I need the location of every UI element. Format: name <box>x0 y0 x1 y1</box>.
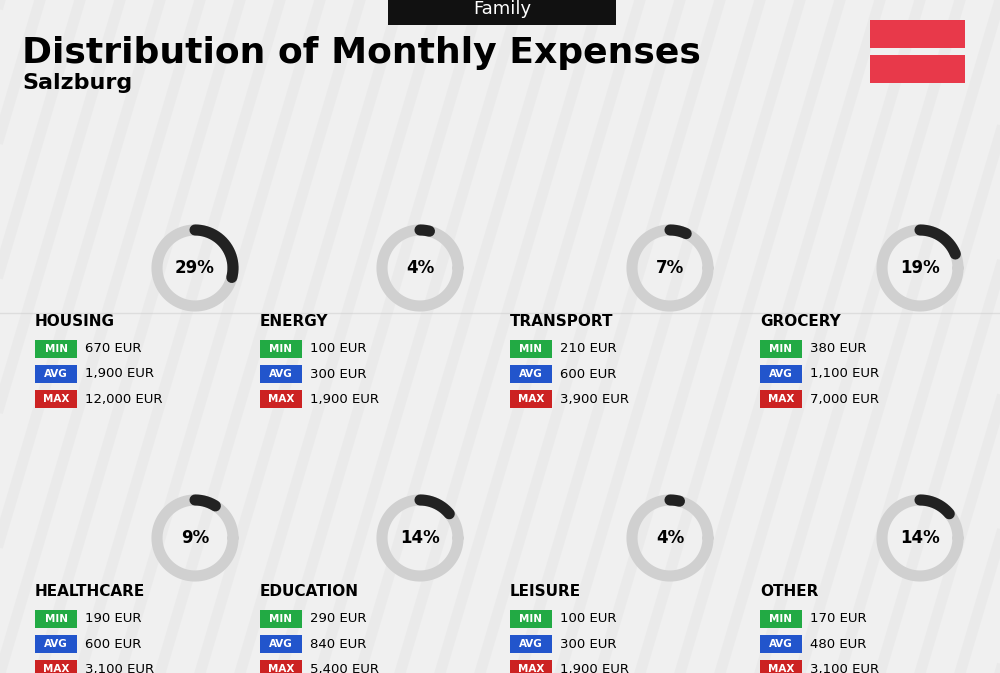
Text: MIN: MIN <box>270 344 292 354</box>
Text: 100 EUR: 100 EUR <box>560 612 616 625</box>
FancyBboxPatch shape <box>760 340 802 358</box>
Text: 7,000 EUR: 7,000 EUR <box>810 392 879 406</box>
FancyBboxPatch shape <box>260 390 302 408</box>
Text: 600 EUR: 600 EUR <box>560 367 616 380</box>
Text: AVG: AVG <box>519 369 543 379</box>
FancyBboxPatch shape <box>510 390 552 408</box>
Text: 100 EUR: 100 EUR <box>310 343 366 355</box>
Text: 300 EUR: 300 EUR <box>560 637 616 651</box>
Text: 210 EUR: 210 EUR <box>560 343 617 355</box>
Text: 1,900 EUR: 1,900 EUR <box>310 392 379 406</box>
Text: 190 EUR: 190 EUR <box>85 612 142 625</box>
FancyBboxPatch shape <box>260 365 302 383</box>
FancyBboxPatch shape <box>260 635 302 653</box>
Text: Distribution of Monthly Expenses: Distribution of Monthly Expenses <box>22 36 701 70</box>
FancyBboxPatch shape <box>510 635 552 653</box>
Text: LEISURE: LEISURE <box>510 583 581 598</box>
Text: 480 EUR: 480 EUR <box>810 637 866 651</box>
Text: 170 EUR: 170 EUR <box>810 612 867 625</box>
Text: 1,900 EUR: 1,900 EUR <box>85 367 154 380</box>
FancyBboxPatch shape <box>35 660 77 673</box>
Text: MIN: MIN <box>770 344 792 354</box>
Text: HOUSING: HOUSING <box>35 314 115 328</box>
FancyBboxPatch shape <box>760 610 802 628</box>
Text: 3,100 EUR: 3,100 EUR <box>85 662 154 673</box>
Text: OTHER: OTHER <box>760 583 818 598</box>
Text: GROCERY: GROCERY <box>760 314 841 328</box>
Text: 300 EUR: 300 EUR <box>310 367 366 380</box>
Text: AVG: AVG <box>269 369 293 379</box>
FancyBboxPatch shape <box>760 365 802 383</box>
Text: MIN: MIN <box>270 614 292 624</box>
Text: MIN: MIN <box>770 614 792 624</box>
Text: AVG: AVG <box>519 639 543 649</box>
Text: AVG: AVG <box>44 639 68 649</box>
Text: 290 EUR: 290 EUR <box>310 612 366 625</box>
FancyBboxPatch shape <box>260 660 302 673</box>
Text: AVG: AVG <box>44 369 68 379</box>
FancyBboxPatch shape <box>510 610 552 628</box>
Text: 670 EUR: 670 EUR <box>85 343 142 355</box>
FancyBboxPatch shape <box>510 365 552 383</box>
Text: 840 EUR: 840 EUR <box>310 637 366 651</box>
Text: 4%: 4% <box>406 259 434 277</box>
Text: 19%: 19% <box>900 259 940 277</box>
FancyBboxPatch shape <box>260 340 302 358</box>
FancyBboxPatch shape <box>388 0 616 25</box>
Text: 380 EUR: 380 EUR <box>810 343 866 355</box>
Text: 1,100 EUR: 1,100 EUR <box>810 367 879 380</box>
FancyBboxPatch shape <box>35 610 77 628</box>
FancyBboxPatch shape <box>510 660 552 673</box>
Text: MAX: MAX <box>268 664 294 673</box>
Text: MAX: MAX <box>768 664 794 673</box>
Text: MAX: MAX <box>768 394 794 404</box>
Text: EDUCATION: EDUCATION <box>260 583 359 598</box>
FancyBboxPatch shape <box>760 390 802 408</box>
FancyBboxPatch shape <box>870 55 965 83</box>
Text: MAX: MAX <box>518 394 544 404</box>
Text: MIN: MIN <box>520 614 542 624</box>
Text: 600 EUR: 600 EUR <box>85 637 141 651</box>
Text: 9%: 9% <box>181 529 209 547</box>
Text: 14%: 14% <box>400 529 440 547</box>
Text: 29%: 29% <box>175 259 215 277</box>
Text: 14%: 14% <box>900 529 940 547</box>
Text: MAX: MAX <box>268 394 294 404</box>
Text: 7%: 7% <box>656 259 684 277</box>
Text: TRANSPORT: TRANSPORT <box>510 314 614 328</box>
FancyBboxPatch shape <box>510 340 552 358</box>
Text: MIN: MIN <box>520 344 542 354</box>
Text: 1,900 EUR: 1,900 EUR <box>560 662 629 673</box>
FancyBboxPatch shape <box>760 660 802 673</box>
Text: 3,100 EUR: 3,100 EUR <box>810 662 879 673</box>
Text: Family: Family <box>473 0 531 18</box>
Text: MIN: MIN <box>44 344 68 354</box>
Text: 3,900 EUR: 3,900 EUR <box>560 392 629 406</box>
Text: AVG: AVG <box>269 639 293 649</box>
Text: MAX: MAX <box>43 394 69 404</box>
Text: 4%: 4% <box>656 529 684 547</box>
Text: 5,400 EUR: 5,400 EUR <box>310 662 379 673</box>
Text: 12,000 EUR: 12,000 EUR <box>85 392 162 406</box>
FancyBboxPatch shape <box>35 365 77 383</box>
FancyBboxPatch shape <box>870 20 965 48</box>
FancyBboxPatch shape <box>760 635 802 653</box>
Text: MAX: MAX <box>518 664 544 673</box>
Text: HEALTHCARE: HEALTHCARE <box>35 583 145 598</box>
FancyBboxPatch shape <box>260 610 302 628</box>
Text: MAX: MAX <box>43 664 69 673</box>
Text: AVG: AVG <box>769 369 793 379</box>
FancyBboxPatch shape <box>35 635 77 653</box>
Text: MIN: MIN <box>44 614 68 624</box>
FancyBboxPatch shape <box>35 390 77 408</box>
Text: Salzburg: Salzburg <box>22 73 132 93</box>
Text: AVG: AVG <box>769 639 793 649</box>
Text: ENERGY: ENERGY <box>260 314 328 328</box>
FancyBboxPatch shape <box>35 340 77 358</box>
